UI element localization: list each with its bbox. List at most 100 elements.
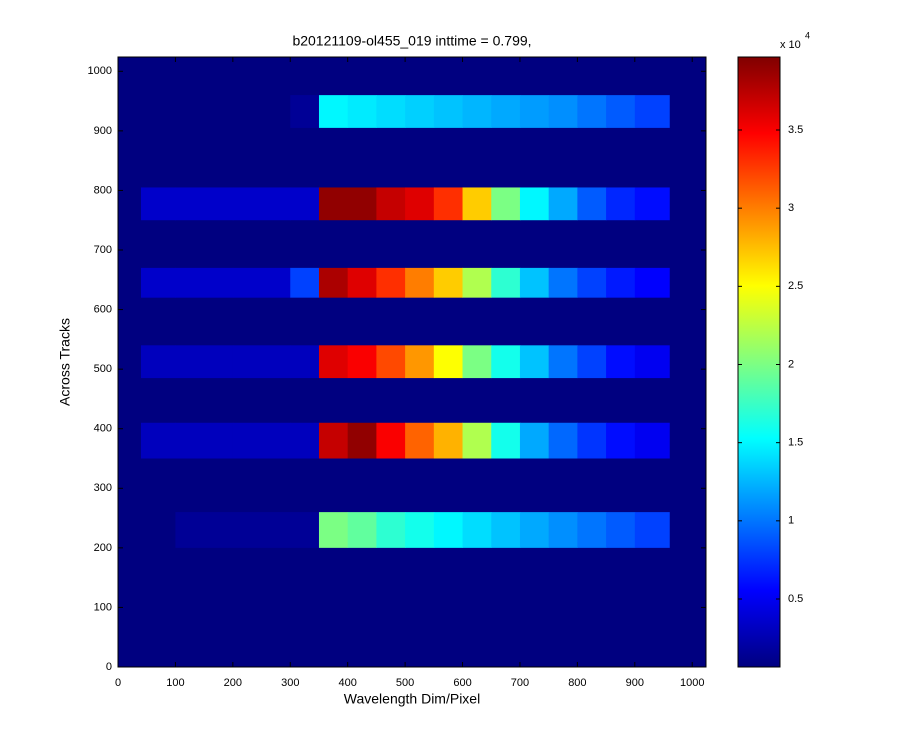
- y-tick-label: 300: [94, 482, 112, 494]
- heatmap-cell: [634, 345, 670, 379]
- heatmap-cell: [140, 422, 176, 459]
- y-tick-label: 0: [106, 661, 112, 673]
- heatmap-cell: [577, 267, 607, 298]
- heatmap-cell: [462, 95, 492, 128]
- heatmap-cell: [290, 512, 320, 548]
- x-tick-label: 300: [281, 677, 299, 689]
- x-tick-label: 700: [511, 677, 529, 689]
- heatmap-cell: [519, 267, 550, 298]
- heatmap-cell: [175, 187, 234, 221]
- heatmap-cell: [548, 512, 578, 548]
- heatmap-cell: [376, 95, 406, 128]
- y-tick-label: 100: [94, 601, 112, 613]
- heatmap-cell: [232, 187, 291, 221]
- x-tick-label: 900: [626, 677, 644, 689]
- heatmap-cell: [290, 187, 320, 221]
- heatmap-cell: [232, 512, 291, 548]
- heatmap-cell: [347, 187, 377, 221]
- heatmap-cell: [290, 422, 320, 459]
- heatmap-cell: [376, 512, 406, 548]
- heatmap-cell: [347, 345, 377, 379]
- heatmap-cell: [140, 187, 176, 221]
- heatmap-cell: [405, 187, 435, 221]
- heatmap-cell: [577, 345, 607, 379]
- heatmap-cell: [232, 422, 291, 459]
- heatmap-cell: [347, 512, 377, 548]
- heatmap-cell: [519, 422, 550, 459]
- x-tick-label: 0: [115, 677, 121, 689]
- heatmap-cell: [462, 422, 492, 459]
- heatmap-cell: [462, 345, 492, 379]
- heatmap-cell: [577, 422, 607, 459]
- heatmap-cell: [577, 187, 607, 221]
- colorbar-tick-label: 3: [788, 202, 794, 214]
- heatmap-cell: [519, 187, 550, 221]
- heatmap-cell: [548, 187, 578, 221]
- heatmap-cell: [347, 422, 377, 459]
- x-tick-label: 500: [396, 677, 414, 689]
- chart-title: b20121109-ol455_019 inttime = 0.799,: [292, 33, 531, 49]
- colorbar: [737, 56, 781, 668]
- heatmap-cell: [318, 345, 349, 379]
- heatmap-cell: [606, 267, 636, 298]
- heatmap-cell: [519, 345, 550, 379]
- x-tick-label: 800: [568, 677, 586, 689]
- heatmap-cell: [519, 512, 550, 548]
- colorbar-tick-label: 1: [788, 515, 794, 527]
- y-axis-label: Across Tracks: [57, 318, 73, 406]
- x-axis-label: Wavelength Dim/Pixel: [344, 691, 480, 707]
- colorbar-exponent-base: x 10: [780, 39, 801, 51]
- heatmap-cell: [376, 345, 406, 379]
- heatmap-cell: [462, 187, 492, 221]
- y-tick-label: 500: [94, 363, 112, 375]
- heatmap-cell: [577, 512, 607, 548]
- heatmap-cell: [232, 267, 291, 298]
- heatmap-cell: [491, 512, 521, 548]
- heatmap-cell: [140, 267, 176, 298]
- heatmap-cell: [290, 95, 320, 128]
- heatmap-cell: [548, 345, 578, 379]
- heatmap-cell: [606, 187, 636, 221]
- x-tick-label: 200: [224, 677, 242, 689]
- axes-frame: [117, 56, 707, 668]
- y-tick-label: 200: [94, 542, 112, 554]
- heatmap-cell: [606, 512, 636, 548]
- x-tick-label: 400: [339, 677, 357, 689]
- y-tick-label: 400: [94, 423, 112, 435]
- x-tick-label: 600: [453, 677, 471, 689]
- y-tick-label: 700: [94, 244, 112, 256]
- colorbar-tick-label: 1.5: [788, 437, 803, 449]
- heatmap-cell: [318, 95, 349, 128]
- heatmap-cell: [462, 267, 492, 298]
- heatmap-cell: [433, 422, 464, 459]
- heatmap-cell: [405, 345, 435, 379]
- heatmap-cell: [433, 512, 464, 548]
- heatmap-cell: [318, 422, 349, 459]
- y-tick-label: 900: [94, 125, 112, 137]
- heatmap-cell: [376, 422, 406, 459]
- y-tick-label: 800: [94, 184, 112, 196]
- heatmap-cell: [318, 512, 349, 548]
- colorbar-tick-label: 3.5: [788, 124, 803, 136]
- heatmap-cell: [405, 512, 435, 548]
- heatmap-cell: [175, 267, 234, 298]
- heatmap-cell: [433, 95, 464, 128]
- colorbar-tick-label: 2: [788, 358, 794, 370]
- heatmap-cell: [175, 345, 234, 379]
- heatmap-cell: [634, 95, 670, 128]
- heatmap-cell: [318, 267, 349, 298]
- heatmap-cell: [347, 267, 377, 298]
- colorbar-tick-label: 0.5: [788, 593, 803, 605]
- heatmap-cell: [491, 95, 521, 128]
- heatmap-cell: [606, 345, 636, 379]
- heatmap-cell: [634, 267, 670, 298]
- heatmap-cell: [634, 422, 670, 459]
- heatmap-cell: [318, 187, 349, 221]
- heatmap-cell: [577, 95, 607, 128]
- heatmap-cell: [548, 95, 578, 128]
- heatmap-cell: [376, 267, 406, 298]
- heatmap-cell: [140, 345, 176, 379]
- heatmap-cell: [347, 95, 377, 128]
- heatmap-cell: [405, 422, 435, 459]
